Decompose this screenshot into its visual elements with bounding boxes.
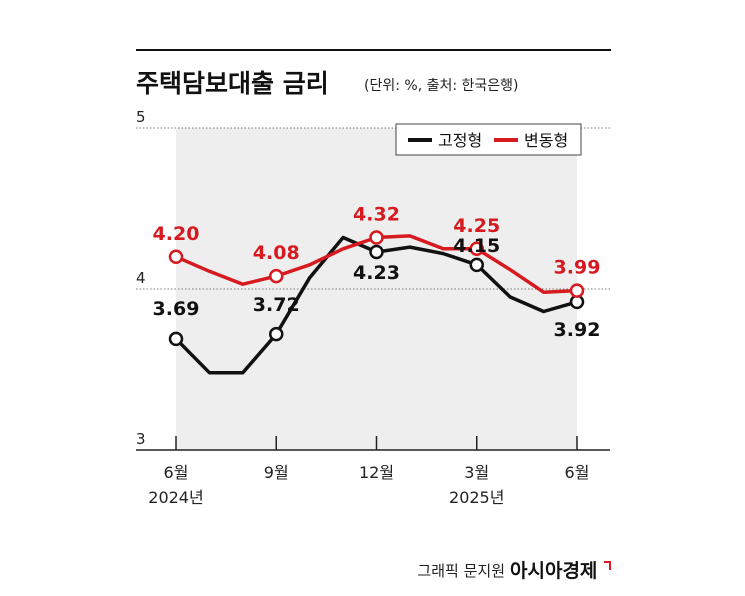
x-tick-label: 6월 (164, 463, 189, 482)
plot-background (176, 128, 577, 450)
data-label-fixed: 3.69 (153, 298, 200, 320)
grid-lines: 5 4 3 (136, 108, 610, 448)
legend-label-fixed: 고정형 (438, 131, 482, 150)
point-marker-variable (469, 241, 484, 256)
data-labels: 3.69 3.72 4.23 4.15 3.92 4.20 4.08 4.32 4.25 3.99 (153, 203, 601, 340)
plot-area-shade (176, 128, 577, 450)
data-label-variable: 4.08 (253, 242, 300, 264)
legend: 고정형 변동형 (395, 123, 582, 156)
point-marker-variable (269, 268, 284, 284)
header-rule (136, 49, 611, 51)
x-tick-year-label: 2025년 (449, 488, 504, 507)
chart-subtitle: (단위: %, 출처: 한국은행) (364, 78, 519, 94)
x-tick-label: 9월 (264, 463, 289, 482)
x-tick-label: 6월 (565, 463, 590, 482)
point-marker-fixed (168, 331, 184, 347)
graphic-credit: 그래픽 문지원 (417, 562, 505, 580)
point-marker-variable (369, 230, 384, 245)
chart-title: 주택담보대출 금리 (136, 69, 329, 98)
publisher-brand: 아시아경제 (510, 560, 597, 582)
point-marker-fixed (369, 244, 384, 260)
y-tick-label: 5 (136, 108, 146, 126)
x-tick-label: 12월 (359, 463, 394, 482)
point-marker-fixed (269, 326, 284, 342)
data-label-fixed: 4.23 (353, 262, 400, 284)
data-label-fixed: 4.15 (453, 235, 500, 257)
point-marker-variable (569, 283, 585, 298)
x-tick-label: 3월 (464, 463, 489, 482)
x-axis: 6월 2024년 9월 12월 3월 2025년 6월 (136, 436, 610, 507)
data-label-variable: 4.32 (353, 203, 400, 225)
data-label-variable: 4.20 (153, 223, 200, 245)
point-marker-variable (168, 249, 184, 265)
brand-mark-icon (604, 561, 611, 570)
series-lines (168, 230, 585, 375)
data-label-fixed: 3.92 (554, 319, 601, 341)
data-label-variable: 3.99 (554, 257, 601, 279)
legend-label-variable: 변동형 (524, 131, 568, 150)
data-label-fixed: 3.72 (253, 294, 300, 316)
y-tick-label: 3 (136, 430, 146, 448)
point-marker-fixed (469, 257, 484, 273)
data-label-variable: 4.25 (453, 215, 500, 237)
y-tick-label: 4 (136, 269, 146, 287)
x-tick-year-label: 2024년 (148, 488, 203, 507)
